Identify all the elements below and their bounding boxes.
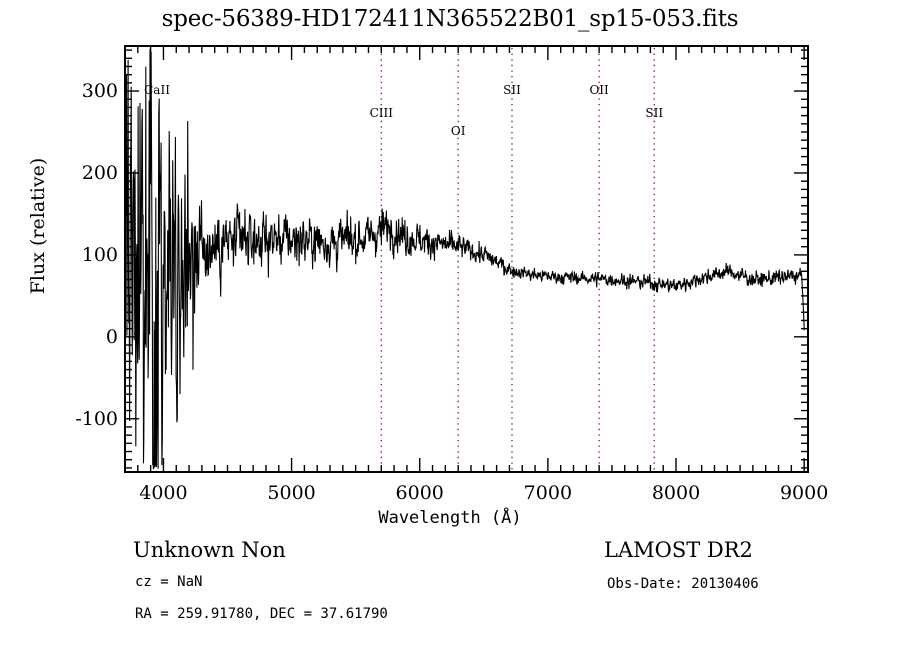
y-tick-label: 200 [81,161,118,184]
redshift-value: cz = NaN [135,574,203,590]
spectral-line-label: OI [450,124,466,139]
y-tick-label: 300 [81,80,118,103]
x-tick-label: 7000 [523,482,573,504]
spectral-line-label: OII [589,83,609,98]
x-tick-label: 5000 [267,482,316,504]
spectrum-trace [126,48,805,470]
coordinates: RA = 259.91780, DEC = 37.61790 [135,606,388,622]
x-tick-label: 4000 [139,482,188,504]
spectral-line-label: SII [645,105,664,120]
observation-date: Obs-Date: 20130406 [607,576,759,592]
x-tick-label: 9000 [779,482,829,504]
page-title: spec-56389-HD172411N365522B01_sp15-053.f… [161,6,739,32]
y-axis-label: Flux (relative) [27,157,49,295]
spectral-line-label: CaII [144,83,170,98]
y-tick-label: 0 [105,325,118,348]
y-tick-label: -100 [75,407,118,430]
spectral-line-label: SII [503,83,521,98]
object-class: Unknown Non [133,538,286,562]
x-axis-label: Wavelength (Å) [378,508,522,528]
survey-name: LAMOST DR2 [604,538,753,562]
y-tick-label: 100 [81,243,118,266]
x-tick-label: 6000 [395,482,444,504]
line-markers-group [380,48,655,470]
spectral-line-label: CIII [369,105,393,120]
x-tick-label: 8000 [651,482,701,504]
plot-axes [124,45,809,473]
